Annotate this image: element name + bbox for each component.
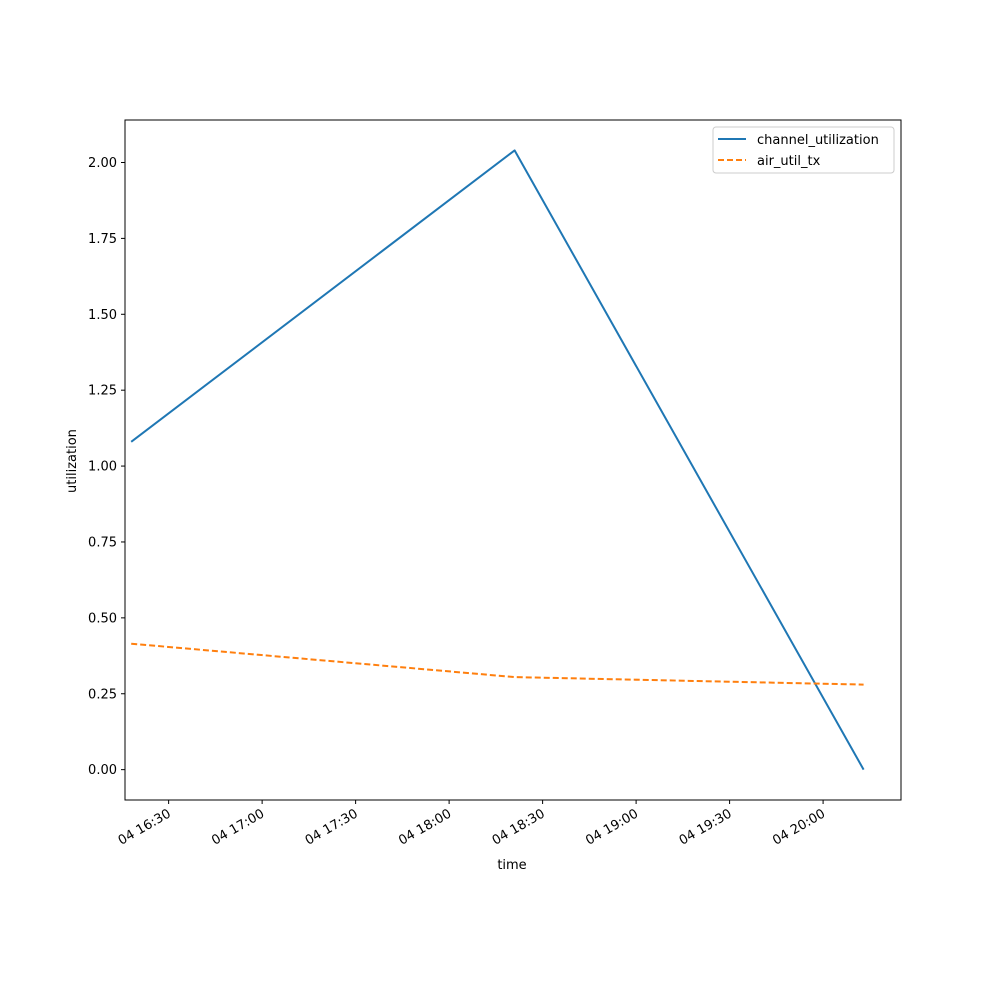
y-tick-label: 0.75 — [88, 535, 117, 550]
axes-frame — [124, 119, 902, 801]
legend-box — [712, 126, 895, 174]
y-tick-label: 2.00 — [88, 156, 117, 171]
series-line-air-util-tx — [131, 642, 864, 686]
y-axis-label: utilization — [65, 429, 80, 493]
y-tick-label: 1.75 — [88, 232, 117, 247]
legend: channel_utilization air_util_tx — [712, 126, 895, 174]
y-tick-label: 1.25 — [88, 384, 117, 399]
y-tick-label: 0.50 — [88, 611, 117, 626]
y-tick-label: 0.00 — [88, 763, 117, 778]
y-tick-label: 0.25 — [88, 687, 117, 702]
y-tick-label: 1.50 — [88, 308, 117, 323]
y-axis: 0.00 0.25 0.50 0.75 1.00 1.25 1.50 1.75 2.00 — [88, 156, 125, 778]
y-tick-label: 1.00 — [88, 460, 117, 475]
legend-label-air-util-tx: air_util_tx — [757, 154, 821, 169]
legend-label-channel-utilization: channel_utilization — [757, 133, 879, 148]
x-axis-label: time — [497, 858, 526, 873]
plot-area — [130, 149, 865, 771]
series-line-channel-utilization — [130, 149, 865, 771]
